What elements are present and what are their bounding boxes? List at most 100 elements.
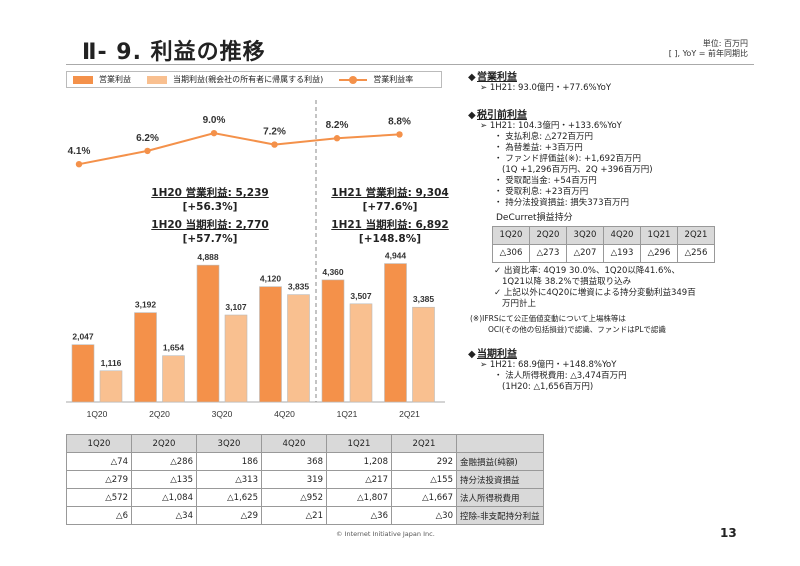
commentary-text: 1H21: 68.9億円・+148.8%YoY (489, 360, 617, 370)
legend-label-net: 当期利益(親会社の所有者に帰属する利益) (173, 75, 324, 84)
margin-point (333, 135, 341, 142)
footnote-line: OCI(その他の包括損益)で認識、ファンドはPLで認識 (488, 325, 666, 334)
bar-op (71, 344, 95, 403)
table-row-label: 控除-非支配持分利益 (456, 506, 544, 525)
summary-1h20-op: 1H20 営業利益: 5,239 (151, 187, 269, 199)
table-cell: △29 (196, 506, 262, 525)
table-row: △572 △1,084 △1,625 △952 △1,807 △1,667 法人… (66, 488, 544, 507)
footnote-line: (※)IFRSにて公正価値変動について上場株等は (470, 314, 626, 323)
table-cell: 368 (261, 452, 327, 471)
x-tick-label: 3Q20 (212, 409, 233, 419)
bar-label: 3,385 (413, 294, 435, 304)
check-icon: ✓ (494, 288, 504, 298)
table-row-label: 金融損益(純額) (456, 452, 544, 471)
table-cell: △279 (66, 470, 132, 489)
section-net: ◆当期利益 (468, 349, 768, 360)
legend-item-op: 営業利益 (73, 74, 131, 85)
table-cell: △6 (66, 506, 132, 525)
commentary-text: 法人所得税費用: △3,474百万円 (505, 371, 627, 381)
table-header: 2Q20 (131, 434, 197, 453)
section-pretax: ◆税引前利益 (468, 110, 768, 121)
table-row: △74 △286 186 368 1,208 292 金融損益(純額) (66, 452, 544, 471)
table-header-row: 1Q20 2Q20 3Q20 4Q20 1Q21 2Q21 (66, 434, 544, 453)
commentary-line: ➢ 1H21: 68.9億円・+148.8%YoY (468, 360, 768, 371)
legend-item-margin: 営業利益率 (339, 74, 413, 85)
commentary-line: ➢ 1H21: 104.3億円・+133.6%YoY (468, 121, 768, 132)
table-cell: △1,084 (131, 488, 197, 507)
commentary-text: 支払利息: △272百万円 (505, 132, 594, 142)
summary-1h20-net-yoy: [+57.7%] (182, 233, 238, 245)
table-row: △279 △135 △313 319 △217 △155 持分法投資損益 (66, 470, 544, 489)
margin-label: 7.2% (263, 127, 286, 138)
margin-label: 8.8% (388, 116, 411, 127)
summary-1h21-net-yoy: [+148.8%] (358, 233, 422, 245)
bar-label: 3,107 (225, 302, 247, 312)
table-cell: △217 (326, 470, 392, 489)
table-cell: △36 (326, 506, 392, 525)
bar-op (259, 286, 282, 403)
margin-label: 9.0% (203, 115, 226, 126)
page-title: Ⅱ- 9. 利益の推移 (82, 40, 266, 65)
margin-line (78, 132, 400, 166)
commentary-text: 受取配当金: +54百万円 (505, 176, 597, 186)
bar-net (162, 355, 185, 403)
commentary-line: ・ 受取利息: +23百万円 (494, 187, 589, 197)
decurret-cell: △296 (640, 244, 678, 263)
decurret-header: 4Q20 (603, 226, 641, 245)
commentary-text: 1H21: 104.3億円・+133.6%YoY (489, 121, 622, 131)
title-divider (66, 64, 754, 65)
summary-1h21: 1H21 営業利益: 9,304 [+77.6%] 1H21 当期利益: 6,8… (320, 186, 460, 246)
section-title: 税引前利益 (477, 110, 527, 121)
table-cell: △34 (131, 506, 197, 525)
commentary-line: ・ 受取配当金: +54百万円 (494, 176, 597, 186)
bar-op (134, 312, 157, 403)
table-cell: △572 (66, 488, 132, 507)
decurret-cell: △306 (492, 244, 530, 263)
section-title: 当期利益 (477, 349, 517, 360)
margin-label: 8.2% (326, 120, 349, 131)
commentary-line: ➢ 1H21: 93.0億円・+77.6%YoY (468, 83, 768, 94)
margin-label: 4.1% (68, 146, 91, 157)
bar-label: 4,360 (322, 267, 344, 277)
legend-swatch-op (73, 75, 93, 84)
commentary-line: ✓ 上記以外に4Q20に増資による持分変動利益349百 (468, 288, 768, 299)
table-cell: 319 (261, 470, 327, 489)
table-row-label: 法人所得税費用 (456, 488, 544, 507)
table-header (456, 434, 544, 453)
unit-note: 単位: 百万円 [ ], YoY = 前年同期比 (669, 39, 748, 59)
table-cell: 292 (391, 452, 457, 471)
commentary-line: ✓ 出資比率: 4Q19 30.0%、1Q20以降41.6%、 (468, 266, 768, 277)
table-header: 1Q21 (326, 434, 392, 453)
commentary-line: ・ 支払利息: △272百万円 (494, 132, 594, 142)
x-tick-label: 1Q20 (87, 409, 108, 419)
check-icon: ✓ (494, 266, 504, 276)
bar-net (224, 314, 248, 403)
x-tick-label: 1Q21 (337, 409, 358, 419)
summary-1h21-op-yoy: [+77.6%] (362, 201, 418, 213)
margin-label: 6.2% (136, 133, 159, 144)
decurret-header: 2Q21 (677, 226, 715, 245)
decurret-header: 1Q20 (492, 226, 530, 245)
unit-label: 単位: 百万円 (702, 39, 748, 48)
section-title: 営業利益 (477, 72, 517, 83)
decurret-cell: △193 (603, 244, 641, 263)
table-cell: △952 (261, 488, 327, 507)
chart-legend: 営業利益 当期利益(親会社の所有者に帰属する利益) 営業利益率 (66, 71, 442, 88)
section-op: ◆営業利益 (468, 72, 768, 83)
x-tick-label: 4Q20 (274, 409, 295, 419)
bar-label: 4,944 (385, 251, 407, 261)
table-cell: △30 (391, 506, 457, 525)
table-cell: △74 (66, 452, 132, 471)
commentary-line: (1H20: △1,656百万円) (502, 382, 594, 392)
commentary-line: 万円計上 (502, 299, 537, 309)
bar-label: 3,835 (288, 282, 310, 292)
legend-label-op: 営業利益 (99, 75, 131, 84)
margin-point (144, 147, 151, 155)
bar-label: 3,192 (135, 300, 157, 310)
table-cell: △155 (391, 470, 457, 489)
commentary-line: (1Q +1,296百万円、2Q +396百万円) (502, 165, 653, 175)
profit-chart: 2,047 1,116 1Q20 3,192 1,654 2Q20 4,888 3,107 3Q… (66, 100, 445, 419)
summary-1h20: 1H20 営業利益: 5,239 [+56.3%] 1H20 当期利益: 2,7… (140, 186, 280, 246)
page-number: 13 (720, 526, 737, 540)
decurret-header-row: 1Q20 2Q20 3Q20 4Q20 1Q21 2Q21 (492, 226, 715, 245)
